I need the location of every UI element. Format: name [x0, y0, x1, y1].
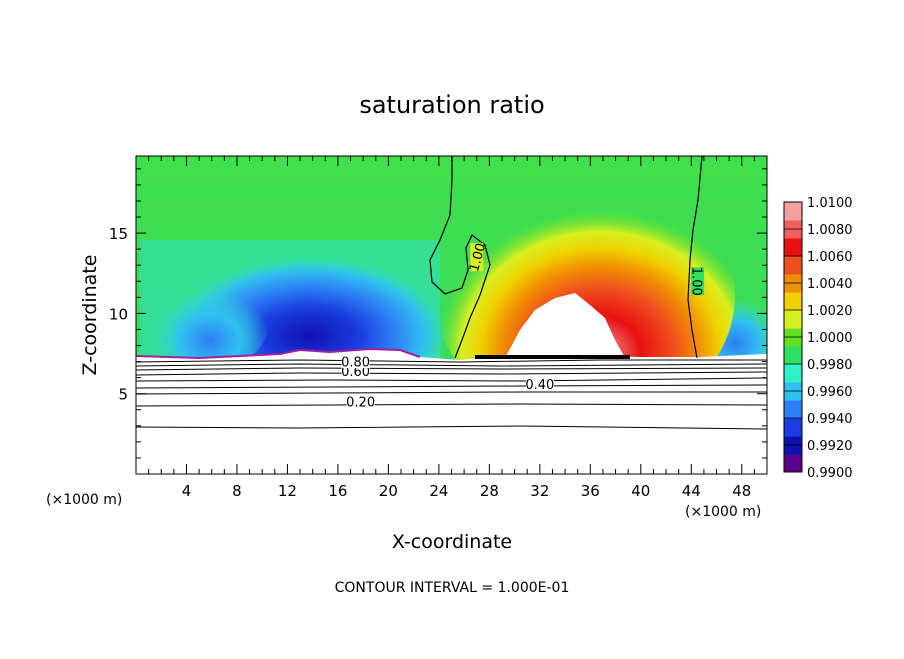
contour-1.00-right	[687, 156, 703, 359]
colorbar-tick-label: 0.9920	[807, 439, 853, 454]
surface-edge	[136, 347, 421, 360]
x-tick-label: 8	[232, 482, 242, 500]
colorbar-swatch	[784, 364, 802, 383]
contour-labels: 0.20 0.40 0.600.80 1.00 1.00	[341, 242, 705, 411]
contour-label: 1.00	[689, 267, 704, 296]
x-tick-label: 40	[631, 482, 650, 500]
surface-region	[136, 349, 767, 474]
colorbar-swatch	[784, 454, 802, 473]
colorbar-swatch	[784, 256, 802, 275]
contour-label-bg	[470, 243, 484, 272]
y-tick-label: 5	[118, 386, 128, 404]
plot-area	[136, 156, 767, 474]
colorbar-swatch	[784, 418, 802, 437]
contour-interval-note: CONTOUR INTERVAL = 1.000E-01	[335, 580, 570, 596]
colorbar-tick-label: 1.0100	[807, 196, 853, 211]
y-tick-label: 15	[109, 225, 128, 243]
x-tick-label: 4	[182, 482, 192, 500]
x-tick-label: 32	[530, 482, 549, 500]
colorbar-tick-label: 1.0060	[807, 250, 853, 265]
contour-1.00-left	[429, 156, 491, 359]
x-unit-left: (×1000 m)	[46, 492, 122, 508]
colorbar-tick-label: 1.0020	[807, 304, 853, 319]
contour-label-bg	[346, 395, 375, 409]
x-tick-label: 48	[732, 482, 751, 500]
colorbar-tick-label: 1.0000	[807, 331, 853, 346]
colorbar-tick-label: 0.9980	[807, 358, 853, 373]
contour-label: 1.00	[467, 242, 489, 274]
colorbar-swatch	[784, 346, 802, 365]
colorbar-tick-label: 1.0080	[807, 223, 853, 238]
x-tick-label: 24	[429, 482, 448, 500]
x-axis-label: X-coordinate	[392, 531, 512, 553]
x-axis: 4 8 12 16 20 24 28 32 36 40 44 48	[148, 156, 755, 500]
x-tick-label: 20	[379, 482, 398, 500]
contour-label: 0.80	[341, 356, 370, 371]
colorbar-swatch	[784, 292, 802, 311]
colorbar-tick-label: 1.0040	[807, 277, 853, 292]
colorbar-swatch	[784, 238, 802, 257]
surface-contours	[136, 359, 767, 430]
colorbar-tick-label: 0.9940	[807, 412, 853, 427]
colorbar: 0.9900 0.9920 0.9940 0.9960 0.9980 1.0000 1.00…	[783, 196, 853, 481]
field-blue-left2	[150, 270, 270, 370]
x-tick-label: 12	[278, 482, 297, 500]
y-tick-label: 10	[109, 305, 128, 323]
colorbar-tick-label: 0.9960	[807, 385, 853, 400]
contour-label-bg	[691, 267, 705, 296]
chart-title: saturation ratio	[359, 91, 544, 119]
contour-label: 0.20	[346, 396, 375, 411]
contour-label-bg	[525, 377, 554, 391]
colorbar-swatch	[784, 310, 802, 329]
colorbar-swatch	[784, 400, 802, 419]
contour-label: 0.60	[341, 365, 370, 380]
x-tick-label: 28	[480, 482, 499, 500]
x-tick-label: 36	[581, 482, 600, 500]
colorbar-swatch	[784, 202, 802, 221]
x-tick-label: 16	[328, 482, 347, 500]
contour-label: 0.40	[525, 378, 554, 393]
y-axis-label: Z-coordinate	[79, 255, 101, 376]
colorbar-tick-label: 0.9900	[807, 466, 853, 481]
y-axis: 5 10 15	[109, 168, 767, 459]
x-tick-label: 44	[682, 482, 701, 500]
x-unit-right: (×1000 m)	[685, 504, 761, 520]
contour-label-bg	[341, 355, 370, 369]
field-saturated-region	[505, 293, 625, 358]
